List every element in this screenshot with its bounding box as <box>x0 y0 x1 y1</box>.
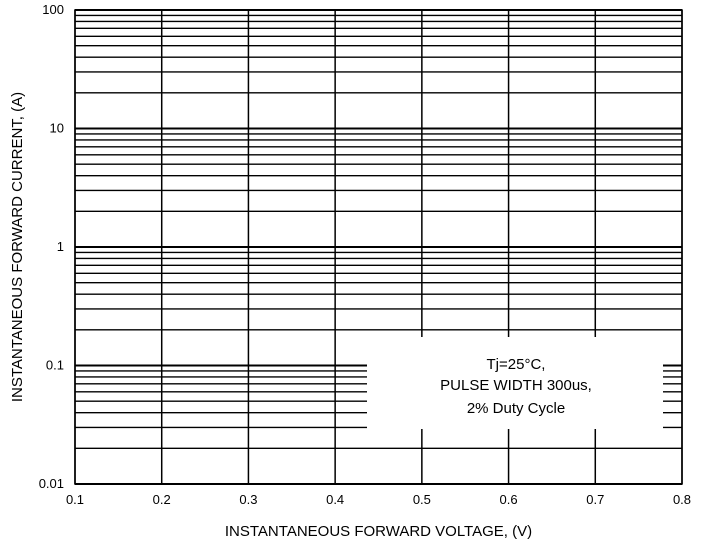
annotation-line-1: Tj=25°C, <box>487 356 546 373</box>
x-tick-label: 0.8 <box>673 492 691 507</box>
y-tick-label: 0.01 <box>39 476 64 491</box>
annotation-line-3: 2% Duty Cycle <box>467 400 565 417</box>
annotation-line-2: PULSE WIDTH 300us, <box>440 377 592 394</box>
y-axis-title: INSTANTANEOUS FORWARD CURRENT, (A) <box>9 92 26 402</box>
x-tick-label: 0.2 <box>153 492 171 507</box>
x-tick-labels: 0.1 0.2 0.3 0.4 0.5 0.6 0.7 0.8 <box>66 492 691 507</box>
x-tick-label: 0.1 <box>66 492 84 507</box>
annotation-text: Tj=25°C, PULSE WIDTH 300us, 2% Duty Cycl… <box>440 356 592 417</box>
x-tick-label: 0.7 <box>586 492 604 507</box>
x-tick-label: 0.5 <box>413 492 431 507</box>
annotation-box <box>367 337 663 429</box>
x-axis-title: INSTANTANEOUS FORWARD VOLTAGE, (V) <box>225 523 532 540</box>
y-tick-label: 0.1 <box>46 358 64 373</box>
y-tick-labels: 0.01 0.1 1 10 100 <box>39 2 64 491</box>
x-tick-label: 0.3 <box>239 492 257 507</box>
x-tick-label: 0.4 <box>326 492 344 507</box>
minor-gridlines <box>75 14 682 450</box>
y-tick-label: 1 <box>57 239 64 254</box>
y-tick-label: 100 <box>42 2 64 17</box>
plot-frame <box>74 9 683 485</box>
x-tick-label: 0.6 <box>500 492 518 507</box>
y-tick-label: 10 <box>50 121 64 136</box>
